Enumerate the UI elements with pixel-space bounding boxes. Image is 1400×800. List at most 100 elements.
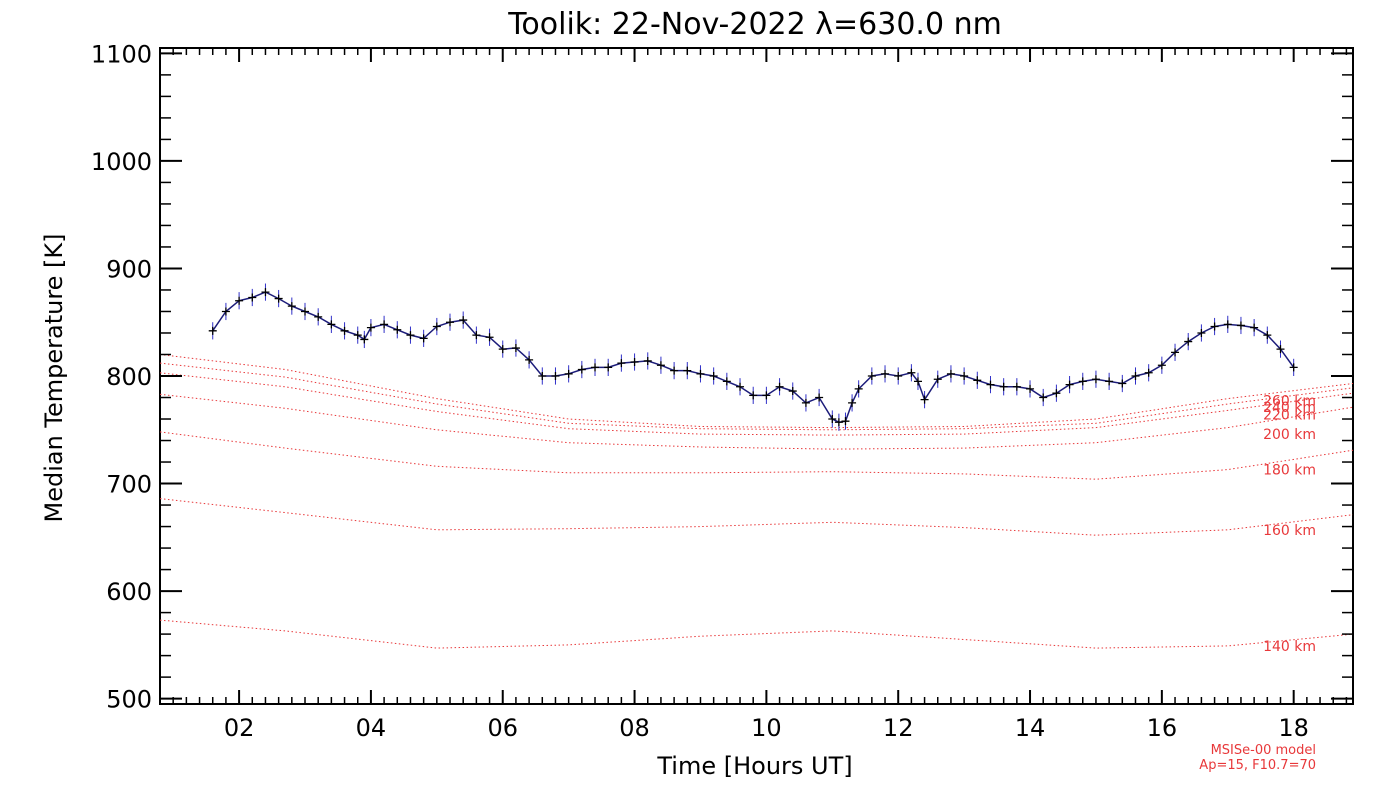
data-point bbox=[353, 331, 362, 340]
data-point bbox=[894, 372, 903, 380]
data-point bbox=[946, 369, 955, 378]
y-tick-label: 900 bbox=[106, 255, 152, 283]
model-line-label: 160 km bbox=[1263, 523, 1316, 539]
data-point bbox=[907, 368, 916, 377]
model-note-line2: Ap=15, F10.7=70 bbox=[1199, 758, 1316, 773]
data-point bbox=[274, 294, 283, 303]
data-point bbox=[1078, 377, 1087, 386]
x-tick-label: 14 bbox=[1015, 714, 1046, 742]
model-line bbox=[159, 498, 1354, 536]
model-line bbox=[159, 393, 1354, 450]
data-point bbox=[973, 376, 982, 385]
x-axis-label: Time [Hours UT] bbox=[656, 752, 852, 780]
data-point bbox=[485, 333, 494, 342]
data-point bbox=[841, 417, 850, 426]
data-point bbox=[1157, 361, 1166, 370]
model-line-label: 180 km bbox=[1263, 463, 1316, 479]
y-tick-label: 1100 bbox=[91, 40, 152, 68]
data-point bbox=[380, 320, 389, 329]
y-axis-label: Median Temperature [K] bbox=[40, 233, 68, 522]
plot-frame bbox=[159, 47, 1354, 705]
data-point bbox=[1263, 331, 1272, 340]
data-point bbox=[235, 296, 244, 305]
data-point bbox=[340, 326, 349, 335]
data-point bbox=[446, 318, 455, 327]
y-tick-label: 700 bbox=[106, 471, 152, 499]
x-tick-label: 10 bbox=[751, 714, 782, 742]
data-point bbox=[1091, 375, 1100, 384]
data-point bbox=[419, 334, 428, 343]
data-point bbox=[854, 384, 863, 393]
data-point bbox=[577, 365, 586, 374]
chart-title: Toolik: 22-Nov-2022 λ=630.0 nm bbox=[507, 7, 1002, 42]
model-note-line1: MSISe-00 model bbox=[1211, 743, 1316, 758]
data-point bbox=[604, 363, 613, 372]
data-point bbox=[656, 361, 665, 370]
data-point bbox=[722, 377, 731, 386]
data-point bbox=[360, 335, 369, 344]
model-line bbox=[159, 431, 1354, 480]
data-point bbox=[960, 372, 969, 380]
data-point bbox=[933, 375, 942, 384]
data-point bbox=[709, 372, 718, 380]
x-tick-label: 08 bbox=[619, 714, 650, 742]
data-point bbox=[1039, 393, 1048, 402]
data-point bbox=[815, 393, 824, 402]
data-point bbox=[208, 326, 217, 335]
data-point bbox=[1052, 389, 1061, 398]
data-point bbox=[1250, 323, 1259, 332]
data-point bbox=[670, 366, 679, 375]
data-point bbox=[867, 372, 876, 380]
data-point bbox=[525, 355, 534, 364]
data-point bbox=[301, 307, 310, 316]
data-point bbox=[287, 302, 296, 311]
data-point bbox=[314, 312, 323, 321]
model-line-label: 260 km bbox=[1263, 394, 1316, 410]
data-point bbox=[920, 395, 929, 404]
data-point bbox=[472, 331, 481, 340]
model-line bbox=[159, 362, 1354, 431]
data-point bbox=[1118, 379, 1127, 388]
data-point bbox=[1276, 345, 1285, 354]
data-point bbox=[788, 387, 797, 396]
data-point bbox=[999, 382, 1008, 391]
data-point bbox=[736, 382, 745, 391]
data-point bbox=[1223, 320, 1232, 329]
data-point bbox=[1236, 321, 1245, 330]
model-line bbox=[159, 372, 1354, 436]
data-point bbox=[327, 320, 336, 329]
data-point bbox=[749, 391, 758, 400]
x-tick-label: 12 bbox=[883, 714, 914, 742]
y-tick-label: 600 bbox=[106, 578, 152, 606]
data-point bbox=[848, 398, 857, 407]
data-point bbox=[643, 356, 652, 365]
data-point bbox=[1289, 363, 1298, 372]
data-point bbox=[986, 380, 995, 389]
data-point bbox=[1144, 368, 1153, 377]
model-line bbox=[159, 354, 1354, 429]
data-point bbox=[1105, 377, 1114, 386]
data-point bbox=[696, 369, 705, 378]
data-point bbox=[1012, 382, 1021, 391]
data-point bbox=[828, 415, 837, 424]
y-tick-label: 1000 bbox=[91, 148, 152, 176]
data-point bbox=[498, 345, 507, 354]
data-point bbox=[683, 366, 692, 375]
model-line-label: 220 km bbox=[1263, 408, 1316, 424]
data-point bbox=[551, 372, 560, 380]
x-tick-label: 04 bbox=[356, 714, 387, 742]
data-point bbox=[801, 398, 810, 407]
model-line bbox=[159, 619, 1354, 649]
data-point bbox=[564, 369, 573, 378]
data-point bbox=[1065, 380, 1074, 389]
data-point bbox=[1210, 322, 1219, 331]
data-point bbox=[406, 331, 415, 340]
x-tick-label: 18 bbox=[1278, 714, 1309, 742]
data-point bbox=[248, 293, 257, 302]
data-point bbox=[393, 325, 402, 334]
y-tick-label: 800 bbox=[106, 363, 152, 391]
data-point bbox=[538, 372, 547, 380]
data-point bbox=[221, 307, 230, 316]
